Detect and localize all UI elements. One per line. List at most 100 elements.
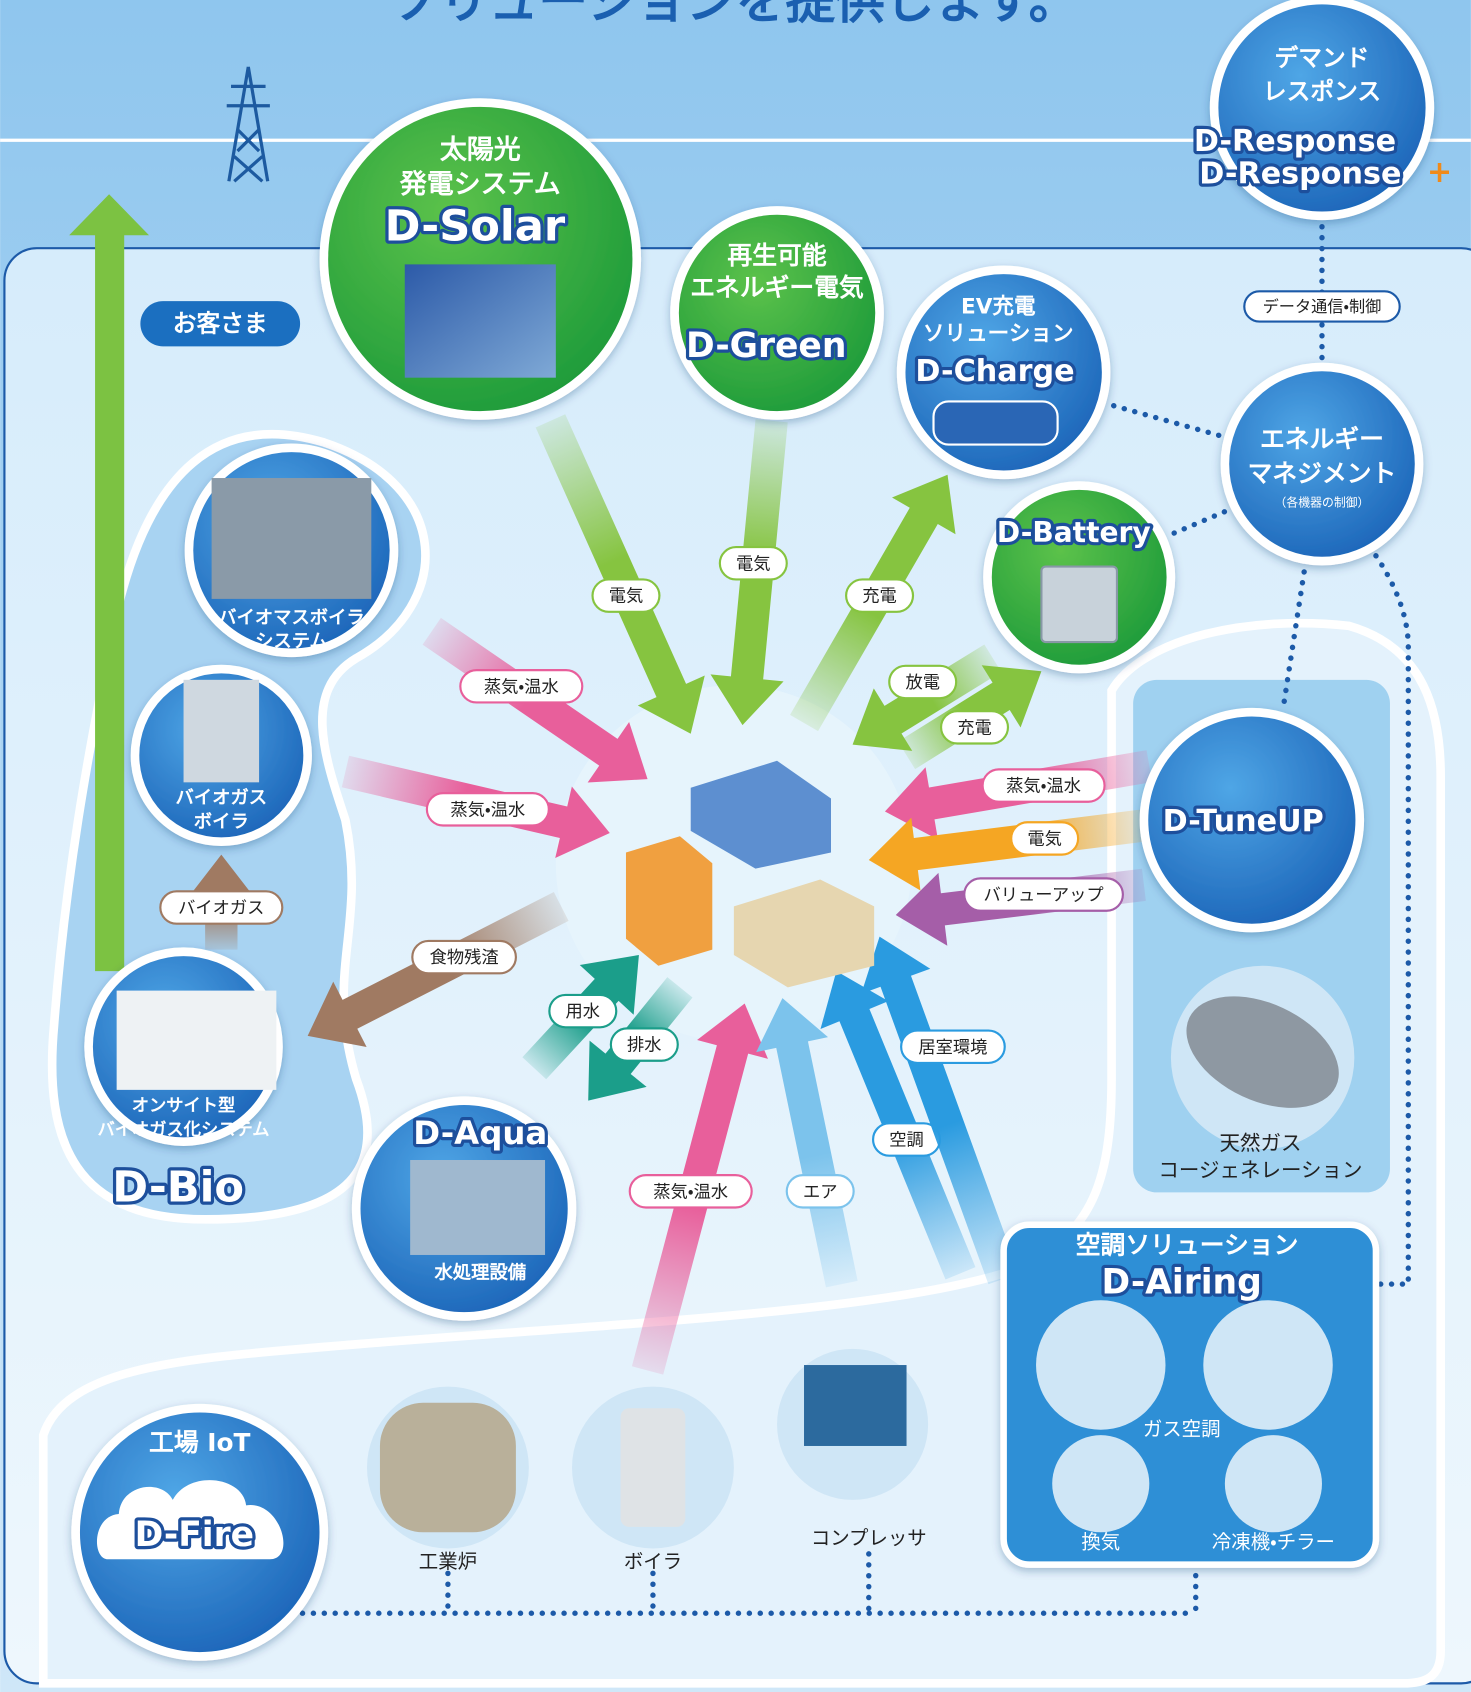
flow-label-pill: [845, 578, 915, 613]
node-circle: [319, 98, 642, 420]
flow-label-pill: [900, 1029, 1006, 1064]
flow-label: 電気: [1027, 830, 1062, 850]
factory: [690, 760, 831, 869]
flow-label: 用水: [566, 1002, 601, 1022]
label: 太陽光: [440, 135, 521, 166]
label: 空調ソリューション: [1076, 1230, 1299, 1259]
plus-sign: +: [1427, 155, 1452, 190]
flow-label: バイオガス: [178, 899, 264, 919]
flow-label-pill: [425, 792, 550, 827]
flow-label: 電気: [736, 554, 771, 574]
dotted-link: [1281, 558, 1309, 705]
label: オンサイト型: [132, 1095, 236, 1116]
node-circle: [1220, 362, 1424, 566]
photo: [620, 1408, 686, 1527]
dotted-link: [1373, 553, 1412, 1287]
photo-circle: [1224, 1435, 1322, 1533]
flow-label: 蒸気・温水: [1006, 777, 1081, 797]
flow-label-pill: [1010, 821, 1080, 856]
flow-label: 空調: [889, 1131, 924, 1151]
flow-label: 電気: [609, 587, 644, 607]
supply-arrow: [69, 194, 150, 972]
flow-label: 居室環境: [918, 1038, 987, 1058]
label: 再生可能: [727, 241, 826, 270]
brand-name: D-Fire: [135, 1515, 254, 1555]
battery-cabinet: [1040, 565, 1119, 644]
flow-label-pill: [459, 669, 584, 704]
label: ボイラ: [624, 1550, 682, 1573]
brand-name: D-Battery: [997, 516, 1151, 549]
flow-label: エア: [803, 1182, 838, 1202]
label: 天然ガス: [1219, 1131, 1301, 1155]
flow-arrow: [861, 936, 1019, 1285]
plant: [733, 879, 875, 988]
flow-arrow: [756, 998, 858, 1288]
office: [625, 836, 713, 966]
car: [932, 400, 1059, 446]
label: ソリューション: [923, 322, 1074, 347]
label: ボイラ: [194, 811, 249, 832]
label: エネルギー電気: [690, 273, 864, 302]
brand-name: D-Response: [1199, 156, 1401, 191]
label: コージェネレーション: [1158, 1158, 1362, 1182]
flow-label: 蒸気・温水: [450, 800, 525, 820]
dotted-link: [1171, 506, 1233, 536]
turbine: [1186, 996, 1339, 1108]
label: バイオガス: [175, 788, 267, 809]
brand-name: D-Charge: [915, 354, 1074, 389]
label: レスポンス: [1263, 77, 1381, 105]
photo-circle: [1203, 1300, 1333, 1430]
brand-name: D-TuneUP: [1163, 804, 1324, 839]
flow-label: 充電: [862, 587, 897, 607]
flow-label-pill: [963, 877, 1124, 912]
label: 換気: [1081, 1531, 1120, 1554]
brand-name: D-Response: [1194, 124, 1396, 159]
label: システム: [255, 631, 328, 652]
node-circle: [1139, 707, 1365, 933]
dotted-link: [1111, 403, 1228, 440]
customer-pill: [140, 301, 301, 347]
brand-name: D-Aqua: [413, 1114, 547, 1152]
photo: [404, 264, 556, 378]
pylon: [226, 66, 270, 183]
label: 工業炉: [419, 1550, 477, 1573]
flow-label-pill: [981, 768, 1106, 803]
label: バイオマスボイラ: [218, 607, 365, 628]
flow-arrow: [535, 414, 705, 734]
brand-name: D-Bio: [112, 1163, 244, 1213]
flow-label-pill: [548, 993, 618, 1029]
flow-label: 蒸気・温水: [653, 1182, 728, 1202]
photo: [211, 478, 372, 599]
photo-circle: [1036, 1300, 1166, 1430]
flow-label-pill: [718, 546, 788, 581]
flow-label-pill: [591, 578, 661, 613]
link-label-pill: [1243, 290, 1401, 323]
node-circle: [670, 206, 884, 420]
label: 工場 IoT: [149, 1428, 250, 1457]
photo: [379, 1402, 516, 1533]
brand-name: D-Airing: [1102, 1263, 1262, 1303]
brand-name: D-Green: [686, 326, 846, 366]
label: 水処理設備: [433, 1261, 526, 1283]
label: コンプレッサ: [811, 1526, 927, 1549]
label: 発電システム: [399, 169, 561, 200]
note: （各機器の制御）: [1275, 495, 1370, 509]
node-circle: [1209, 0, 1435, 221]
label: ガス空調: [1143, 1417, 1221, 1440]
flow-label-pill: [609, 1027, 679, 1062]
photo: [410, 1160, 546, 1255]
flow-label-pill: [888, 664, 958, 700]
flow-label: 充電: [957, 718, 992, 738]
photo: [116, 990, 277, 1090]
photo: [183, 679, 260, 783]
flow-label-pill: [939, 710, 1010, 745]
photo-circle: [1052, 1435, 1150, 1533]
link-label: データ通信・制御: [1263, 297, 1382, 316]
label: デマンド: [1275, 44, 1370, 72]
label: エネルギー: [1260, 424, 1384, 453]
flow-label: バリューアップ: [984, 886, 1104, 906]
flow-label: 食物残渣: [430, 948, 499, 968]
page-title: ソリューションを提供します。: [389, 0, 1078, 30]
flow-label-pill: [628, 1174, 753, 1209]
